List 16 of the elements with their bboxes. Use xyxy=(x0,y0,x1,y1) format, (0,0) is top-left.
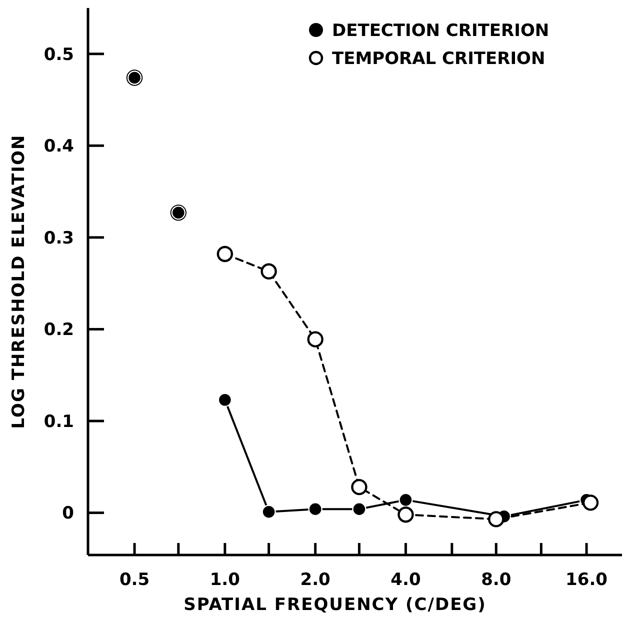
y-tick-label: 0.3 xyxy=(44,228,74,248)
x-tick-label: 0.5 xyxy=(119,570,150,590)
x-tick-label: 16.0 xyxy=(566,570,608,590)
x-tick-label: 4.0 xyxy=(390,570,421,590)
x-axis-title: SPATIAL FREQUENCY (C/DEG) xyxy=(184,595,486,615)
y-tick-label: 0.1 xyxy=(44,412,74,432)
x-tick-label: 2.0 xyxy=(300,570,331,590)
y-tick-label: 0 xyxy=(62,504,74,524)
y-axis-title: LOG THRESHOLD ELEVATION xyxy=(9,134,29,429)
x-tick-label: 1.0 xyxy=(210,570,240,590)
x-tick-label: 8.0 xyxy=(481,570,512,590)
y-tick-label: 0.5 xyxy=(44,44,74,65)
y-tick-label: 0.4 xyxy=(44,136,74,157)
legend-label: DETECTION CRITERION xyxy=(332,20,550,41)
y-tick-label: 0.2 xyxy=(44,320,74,340)
legend-label: TEMPORAL CRITERION xyxy=(332,48,546,69)
